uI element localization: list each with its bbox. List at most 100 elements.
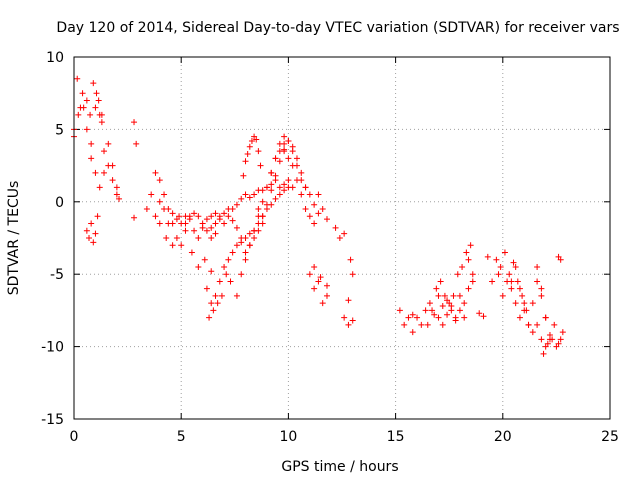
data-point bbox=[240, 172, 247, 179]
data-point bbox=[191, 210, 198, 217]
x-tick-label: 20 bbox=[494, 429, 512, 445]
data-point bbox=[345, 297, 352, 304]
data-point bbox=[323, 292, 330, 299]
data-point bbox=[493, 256, 500, 263]
data-point bbox=[83, 227, 90, 234]
data-point bbox=[302, 206, 309, 213]
data-point bbox=[229, 217, 236, 224]
data-point bbox=[489, 278, 496, 285]
data-point bbox=[409, 329, 416, 336]
data-point bbox=[182, 220, 189, 227]
x-tick-label: 5 bbox=[177, 429, 186, 445]
x-tick-label: 25 bbox=[601, 429, 619, 445]
data-point bbox=[98, 111, 105, 118]
data-point bbox=[534, 278, 541, 285]
data-point bbox=[113, 184, 120, 191]
data-point bbox=[465, 285, 472, 292]
data-point bbox=[109, 177, 116, 184]
data-point bbox=[529, 300, 536, 307]
data-point bbox=[233, 292, 240, 299]
data-point bbox=[208, 213, 215, 220]
data-point bbox=[210, 307, 217, 314]
data-point bbox=[88, 140, 95, 147]
data-point bbox=[281, 181, 288, 188]
data-point bbox=[345, 321, 352, 328]
data-point bbox=[244, 151, 251, 158]
data-point bbox=[92, 230, 99, 237]
data-point bbox=[113, 191, 120, 198]
data-point bbox=[516, 314, 523, 321]
data-point bbox=[152, 213, 159, 220]
data-point bbox=[456, 307, 463, 314]
data-point bbox=[319, 206, 326, 213]
data-point bbox=[101, 169, 108, 176]
data-point bbox=[544, 340, 551, 347]
data-point bbox=[424, 321, 431, 328]
data-point bbox=[534, 321, 541, 328]
data-point bbox=[246, 242, 253, 249]
data-point bbox=[221, 220, 228, 227]
data-point bbox=[251, 235, 258, 241]
data-point bbox=[92, 104, 99, 111]
data-point bbox=[225, 213, 232, 220]
data-point bbox=[242, 158, 249, 165]
data-point bbox=[98, 119, 105, 126]
data-point bbox=[439, 321, 446, 328]
data-point bbox=[409, 311, 416, 318]
data-point bbox=[281, 133, 288, 140]
data-point bbox=[165, 206, 172, 213]
data-point bbox=[169, 210, 176, 217]
data-point bbox=[93, 90, 100, 97]
data-point bbox=[289, 148, 296, 155]
data-point bbox=[233, 242, 240, 249]
data-point bbox=[208, 235, 215, 241]
data-point bbox=[229, 206, 236, 213]
data-point bbox=[441, 292, 448, 299]
data-point bbox=[156, 220, 163, 227]
data-point bbox=[414, 314, 421, 321]
data-point bbox=[551, 321, 558, 328]
data-point bbox=[311, 220, 318, 227]
data-point bbox=[248, 137, 255, 144]
data-point bbox=[454, 271, 461, 278]
data-point bbox=[332, 224, 339, 231]
y-tick-label: -5 bbox=[50, 267, 64, 283]
data-point bbox=[276, 191, 283, 198]
data-point bbox=[317, 274, 324, 281]
data-point bbox=[253, 136, 260, 143]
data-point bbox=[315, 278, 322, 285]
data-point bbox=[463, 249, 470, 256]
data-point bbox=[422, 307, 429, 314]
data-point bbox=[94, 213, 101, 220]
data-point bbox=[203, 216, 210, 223]
data-point bbox=[206, 314, 213, 321]
data-point bbox=[452, 317, 459, 324]
data-point bbox=[195, 263, 202, 270]
data-point bbox=[212, 220, 219, 227]
data-point bbox=[233, 224, 240, 231]
data-point bbox=[538, 336, 545, 343]
data-point bbox=[437, 278, 444, 285]
data-point bbox=[225, 256, 232, 263]
data-point bbox=[281, 187, 288, 194]
data-point bbox=[259, 198, 266, 205]
data-point bbox=[208, 224, 215, 231]
data-point bbox=[152, 169, 159, 176]
data-point bbox=[465, 256, 472, 263]
data-point bbox=[216, 278, 223, 285]
data-point bbox=[514, 278, 521, 285]
data-point bbox=[195, 235, 202, 241]
data-point bbox=[319, 300, 326, 307]
data-point bbox=[431, 311, 438, 318]
data-point bbox=[444, 311, 451, 318]
data-point bbox=[549, 336, 556, 343]
data-point bbox=[538, 285, 545, 292]
chart-title: Day 120 of 2014, Sidereal Day-to-day VTE… bbox=[56, 20, 619, 36]
data-point bbox=[216, 216, 223, 223]
data-point bbox=[116, 195, 123, 202]
y-tick-label: 5 bbox=[55, 122, 64, 138]
data-point bbox=[418, 321, 425, 328]
data-point bbox=[208, 268, 215, 275]
data-point bbox=[176, 213, 183, 220]
data-point bbox=[426, 300, 433, 307]
